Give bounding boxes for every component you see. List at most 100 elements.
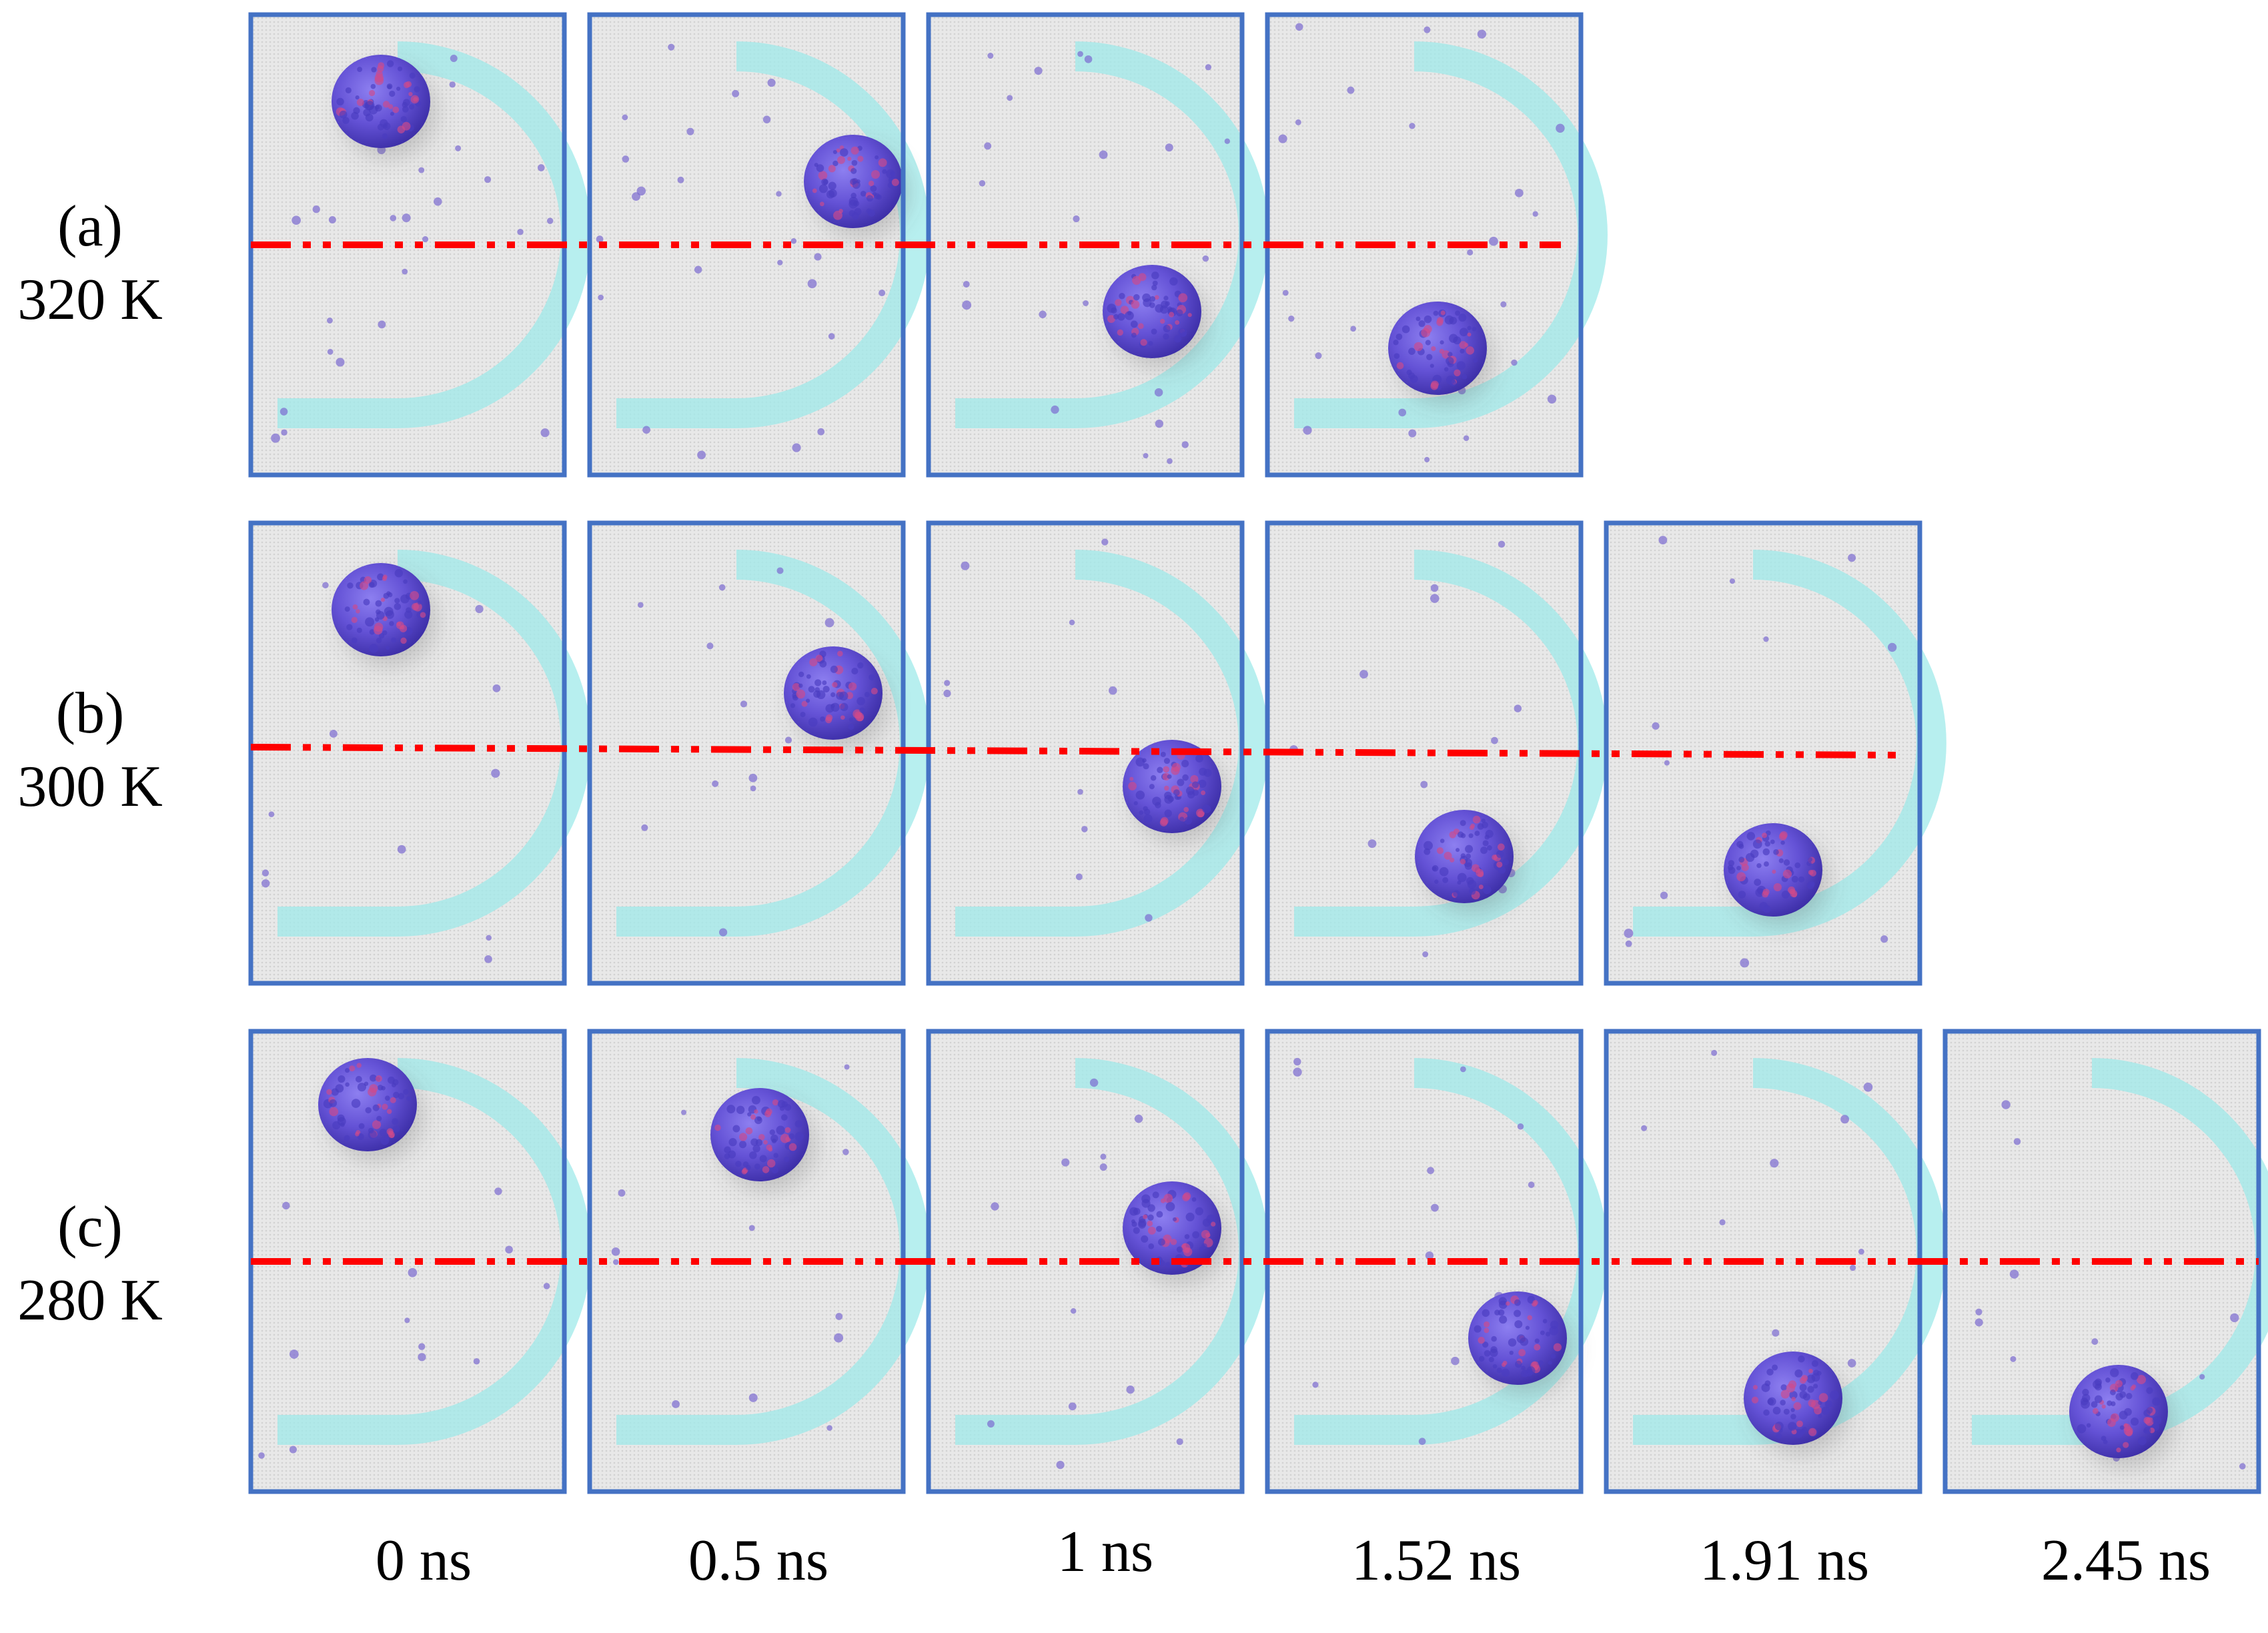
droplet-atom xyxy=(1163,758,1170,764)
droplet-atom xyxy=(1464,343,1469,348)
droplet-atom xyxy=(336,97,344,106)
droplet-atom xyxy=(357,67,363,72)
droplet-atom xyxy=(1810,1400,1820,1410)
droplet-atom xyxy=(375,600,382,607)
molecule xyxy=(1514,188,1524,197)
droplet-atom xyxy=(1424,315,1432,324)
droplet-atom xyxy=(871,169,881,179)
droplet-atom xyxy=(1478,871,1484,878)
droplet-atom xyxy=(1460,853,1466,859)
droplet-atom xyxy=(402,121,411,131)
droplet-atom xyxy=(1393,353,1400,360)
molecule xyxy=(807,279,817,289)
molecule xyxy=(1514,704,1522,712)
droplet-atom xyxy=(1766,1368,1774,1376)
droplet-atom xyxy=(1165,1201,1175,1211)
droplet xyxy=(1388,302,1487,395)
molecule xyxy=(329,730,338,738)
droplet-atom xyxy=(1496,861,1503,868)
droplet-atom xyxy=(1131,332,1137,338)
droplet-atom xyxy=(1773,849,1779,855)
molecule xyxy=(1664,760,1670,766)
molecule xyxy=(1295,119,1301,125)
molecule xyxy=(1532,211,1538,217)
droplet-atom xyxy=(1497,843,1505,851)
droplet-atom xyxy=(2116,1448,2121,1453)
droplet-atom xyxy=(352,604,358,610)
molecule xyxy=(611,1247,620,1256)
molecule xyxy=(1477,29,1487,39)
droplet-atom xyxy=(1201,1243,1207,1249)
droplet-atom xyxy=(792,683,800,691)
droplet-atom xyxy=(876,195,881,199)
droplet-atom xyxy=(363,598,370,606)
droplet-atom xyxy=(851,159,858,166)
droplet-atom xyxy=(2093,1408,2099,1414)
droplet-atom xyxy=(1811,1373,1820,1382)
time-label-5: 2.45 ns xyxy=(2041,1528,2211,1593)
droplet-atom xyxy=(1164,785,1169,791)
droplet-atom xyxy=(1762,833,1768,839)
droplet-atom xyxy=(1796,1420,1803,1428)
droplet-atom xyxy=(864,692,870,698)
droplet-atom xyxy=(2137,1375,2147,1385)
droplet-atom xyxy=(2082,1388,2089,1396)
droplet-atom xyxy=(372,1104,380,1111)
molecule xyxy=(1511,359,1518,366)
droplet-atom xyxy=(1169,312,1175,318)
droplet-atom xyxy=(1160,751,1166,757)
droplet-atom xyxy=(1138,1220,1146,1229)
molecule xyxy=(1077,788,1083,795)
molecule xyxy=(826,1425,832,1431)
droplet-atom xyxy=(801,700,808,707)
droplet-atom xyxy=(1772,869,1776,874)
molecule xyxy=(706,642,714,650)
droplet-atom xyxy=(1173,335,1182,343)
molecule xyxy=(1847,1359,1856,1368)
droplet-atom xyxy=(377,123,384,131)
droplet-atom xyxy=(394,569,404,578)
molecule xyxy=(622,114,628,121)
droplet-atom xyxy=(1550,1353,1556,1359)
molecule xyxy=(1303,426,1312,435)
droplet-atom xyxy=(1456,848,1460,853)
molecule xyxy=(1145,914,1153,922)
droplet-atom xyxy=(1752,1385,1758,1390)
molecule xyxy=(484,176,492,183)
droplet-atom xyxy=(355,1131,360,1137)
droplet-atom xyxy=(1413,342,1424,352)
molecule xyxy=(1500,301,1507,308)
molecule xyxy=(1293,1067,1302,1077)
droplet-atom xyxy=(866,208,872,214)
droplet-atom xyxy=(1187,313,1192,318)
droplet-atom xyxy=(326,1089,332,1095)
droplet-atom xyxy=(1159,819,1168,827)
molecule xyxy=(279,408,288,416)
droplet-atom xyxy=(382,133,388,139)
droplet-atom xyxy=(1169,277,1178,286)
droplet-atom xyxy=(344,1067,350,1073)
droplet-atom xyxy=(356,98,364,106)
droplet-atom xyxy=(1148,341,1153,346)
droplet-atom xyxy=(2105,1378,2111,1383)
droplet-atom xyxy=(1143,763,1149,770)
molecule xyxy=(1660,891,1668,899)
row-c-temperature: 280 K xyxy=(17,1268,163,1333)
droplet-atom xyxy=(812,188,817,193)
molecule xyxy=(258,1452,265,1459)
droplet-atom xyxy=(337,1117,346,1126)
molecule xyxy=(1134,1114,1143,1123)
molecule xyxy=(636,186,646,196)
molecule xyxy=(326,318,333,324)
droplet-atom xyxy=(1418,320,1426,328)
droplet-atom xyxy=(331,1088,339,1096)
droplet-atom xyxy=(1474,831,1480,837)
droplet-atom xyxy=(391,637,397,643)
droplet-atom xyxy=(413,97,418,102)
droplet-atom xyxy=(1430,382,1439,390)
droplet-atom xyxy=(369,629,376,635)
droplet-atom xyxy=(1152,280,1158,286)
droplet-atom xyxy=(1434,879,1439,884)
droplet-atom xyxy=(1472,815,1481,824)
droplet-atom xyxy=(398,1093,405,1100)
